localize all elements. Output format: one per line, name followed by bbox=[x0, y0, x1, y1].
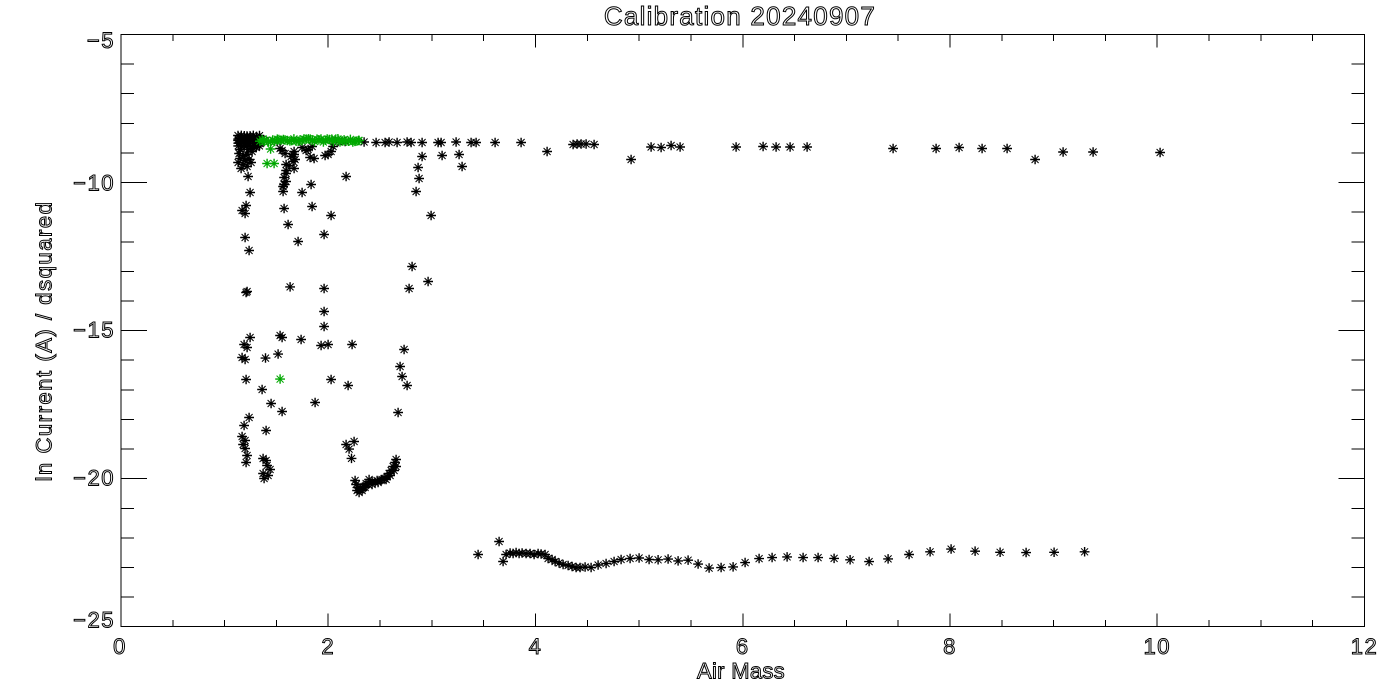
svg-text:10: 10 bbox=[1143, 634, 1170, 659]
svg-text:8: 8 bbox=[943, 634, 957, 659]
svg-text:−25: −25 bbox=[73, 608, 115, 633]
svg-text:−15: −15 bbox=[73, 318, 115, 343]
svg-text:0: 0 bbox=[113, 634, 127, 659]
svg-text:−5: −5 bbox=[87, 28, 115, 53]
svg-text:6: 6 bbox=[736, 634, 750, 659]
svg-text:−20: −20 bbox=[73, 466, 115, 491]
svg-text:ln Current (A) / dsquared: ln Current (A) / dsquared bbox=[32, 201, 57, 482]
svg-text:−10: −10 bbox=[73, 170, 115, 195]
svg-text:4: 4 bbox=[529, 634, 543, 659]
svg-text:Calibration 20240907: Calibration 20240907 bbox=[604, 1, 876, 31]
svg-text:12: 12 bbox=[1351, 634, 1378, 659]
svg-text:2: 2 bbox=[321, 634, 335, 659]
svg-text:Air Mass: Air Mass bbox=[697, 659, 785, 684]
